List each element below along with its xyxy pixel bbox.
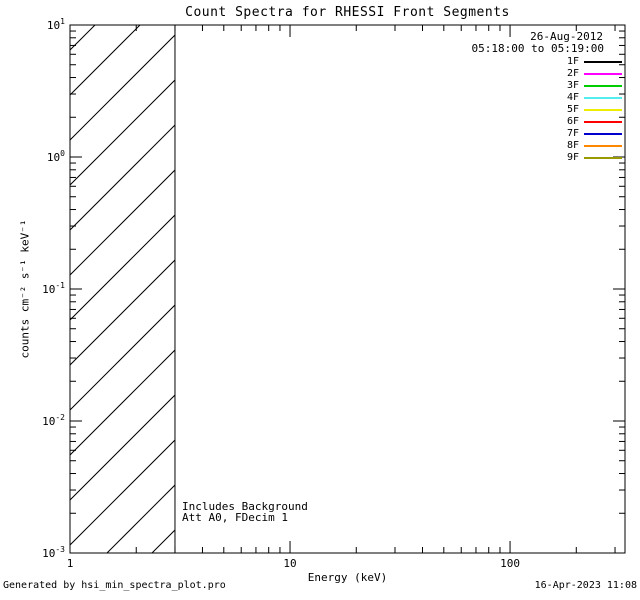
legend-item: 7F [567,128,622,140]
legend-label: 1F [566,56,579,67]
hatched-region [70,25,175,553]
x-axis-label: Energy (keV) [307,571,388,584]
y-tick-label: 10-2 [42,413,65,428]
legend-color-line [584,73,622,75]
y-axis-label: counts cm⁻² s⁻¹ keV⁻¹ [18,219,32,359]
legend-label: 2F [566,68,579,79]
legend-item: 3F [567,80,622,92]
legend-label: 5F [566,104,579,115]
legend-color-line [584,121,622,123]
legend-label: 6F [566,116,579,127]
legend-label: 4F [566,92,579,103]
render-timestamp: 16-Apr-2023 11:08 [534,580,637,591]
legend-item: 9F [567,152,622,164]
legend-color-line [584,61,622,63]
legend-item: 1F [567,56,622,68]
legend-label: 3F [566,80,579,91]
y-tick-label: 101 [47,17,65,32]
chart-title: Count Spectra for RHESSI Front Segments [185,5,510,20]
legend-color-line [584,109,622,111]
legend-color-line [584,85,622,87]
x-tick-label: 10 [283,557,296,570]
attenuator-note: Att A0, FDecim 1 [182,511,288,524]
legend-label: 8F [566,140,579,151]
legend-item: 5F [567,104,622,116]
y-tick-label: 10-3 [42,545,65,560]
legend-color-line [584,157,622,159]
y-tick-labels: 101 100 10-1 10-2 10-3 [42,17,65,560]
legend-item: 6F [567,116,622,128]
legend-color-line [584,97,622,99]
x-tick-label: 1 [67,557,74,570]
y-tick-label: 10-1 [42,281,65,296]
x-tick-labels: 1 10 100 [67,557,520,570]
legend-item: 8F [567,140,622,152]
y-tick-label: 100 [47,149,65,164]
legend-color-line [584,133,622,135]
legend-color-line [584,145,622,147]
legend-item: 2F [567,68,622,80]
background-note: Includes Background [182,500,308,513]
legend-item: 4F [567,92,622,104]
observation-time-range: 05:18:00 to 05:19:00 [471,42,604,55]
legend: 1F 2F 3F 4F 5F 6F 7F 8F 9F [567,56,622,164]
axis-ticks [69,24,625,554]
x-tick-label: 100 [500,557,520,570]
observation-date: 26-Aug-2012 [530,30,603,43]
legend-label: 7F [566,128,579,139]
legend-label: 9F [566,152,579,163]
plot-frame [69,24,626,554]
generator-credit: Generated by hsi_min_spectra_plot.pro [3,580,226,591]
